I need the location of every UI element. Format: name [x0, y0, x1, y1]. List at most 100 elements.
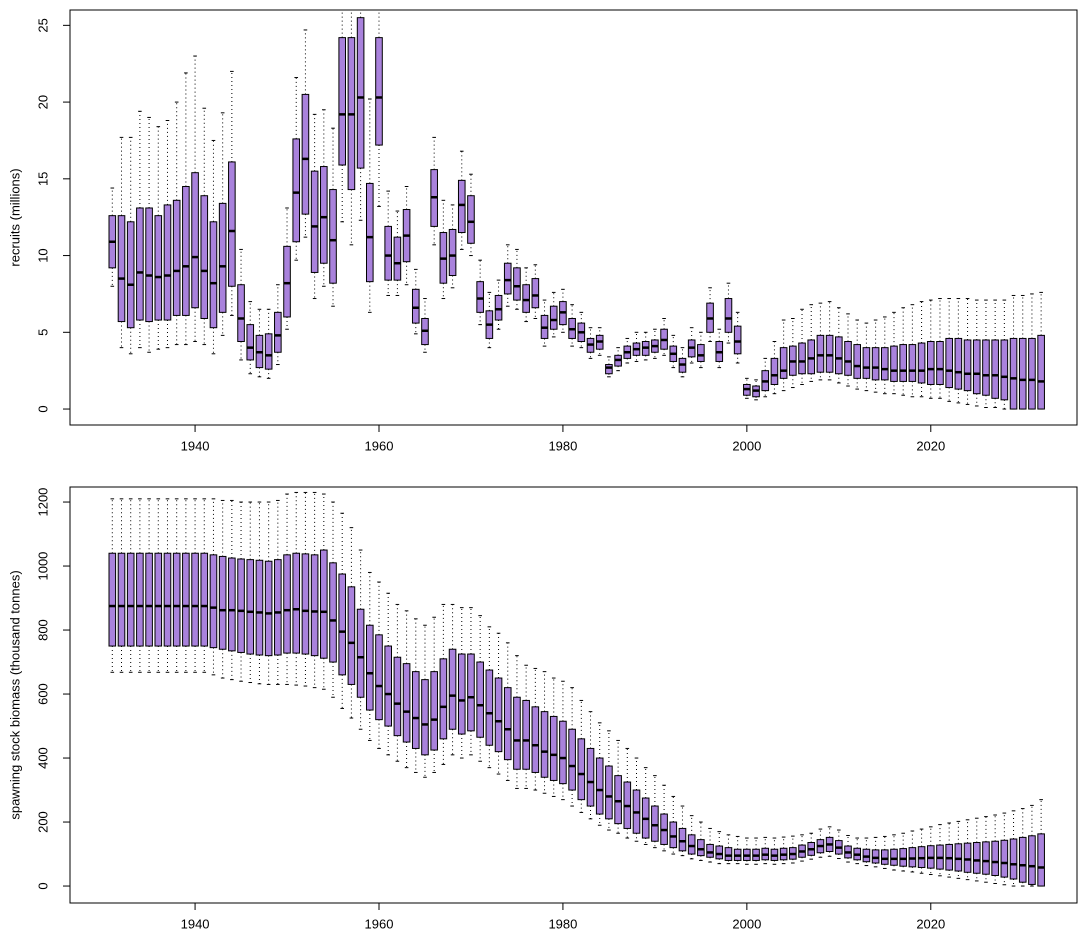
box: [310, 554, 319, 657]
box: [1037, 833, 1045, 887]
box: [614, 775, 622, 825]
box: [421, 679, 429, 756]
box: [356, 17, 365, 169]
plot-area: [108, 491, 1045, 887]
box: [182, 552, 190, 647]
x-tick-label: 1940: [181, 438, 210, 453]
box: [899, 344, 907, 382]
box: [393, 656, 402, 737]
box: [237, 284, 245, 343]
box: [724, 847, 733, 861]
box: [522, 699, 530, 770]
box: [963, 339, 972, 392]
box: [448, 648, 457, 730]
y-tick-label: 15: [35, 172, 50, 186]
box: [375, 37, 383, 146]
box: [126, 221, 135, 329]
box: [540, 711, 549, 778]
box: [163, 552, 172, 647]
box: [209, 221, 218, 329]
box: [1028, 835, 1036, 885]
x-tick-label: 1980: [548, 916, 577, 931]
box: [908, 847, 917, 868]
box: [237, 558, 245, 653]
box: [982, 339, 990, 396]
box: [835, 336, 843, 375]
box: [862, 347, 871, 379]
box: [549, 305, 558, 330]
box: [825, 334, 834, 373]
box: [559, 720, 567, 785]
box: [117, 552, 126, 647]
box: [972, 842, 981, 874]
box: [274, 311, 282, 353]
box: [816, 334, 825, 373]
box: [347, 586, 356, 685]
box: [715, 845, 724, 860]
box: [255, 559, 264, 656]
box: [908, 344, 917, 382]
box: [218, 202, 227, 313]
box: [136, 552, 144, 647]
box: [448, 228, 457, 277]
x-tick-label: 1960: [365, 438, 394, 453]
box: [880, 849, 889, 865]
box: [402, 663, 411, 743]
box: [154, 552, 163, 647]
box: [687, 834, 696, 855]
box: [1028, 337, 1036, 410]
x-tick-label: 2000: [732, 916, 761, 931]
box: [880, 347, 889, 381]
box: [191, 552, 199, 647]
box: [1018, 836, 1027, 883]
box: [228, 161, 236, 287]
box: [586, 747, 595, 807]
box: [844, 341, 852, 376]
x-tick-label: 2020: [916, 438, 945, 453]
box: [218, 555, 227, 650]
box: [503, 262, 512, 295]
box: [467, 195, 475, 244]
y-tick-label: 1200: [35, 488, 50, 517]
x-tick-label: 2000: [732, 438, 761, 453]
box: [329, 189, 337, 284]
box: [117, 215, 126, 323]
box: [320, 166, 328, 264]
box: [154, 215, 163, 321]
box: [568, 728, 576, 791]
box: [172, 199, 181, 316]
box: [549, 715, 558, 781]
box: [1000, 839, 1009, 878]
box: [577, 738, 586, 801]
box: [991, 840, 999, 876]
box: [770, 357, 779, 385]
box: [200, 195, 209, 319]
box: [954, 337, 963, 390]
box: [163, 204, 172, 321]
box: [384, 225, 392, 281]
box: [503, 687, 512, 761]
box: [890, 848, 898, 866]
y-axis-title: spawning stock biomass (thousand tonnes): [7, 570, 22, 819]
box: [697, 344, 705, 362]
box: [917, 342, 926, 384]
box: [963, 842, 972, 873]
plot-frame: [69, 9, 1078, 426]
box: [366, 624, 374, 711]
box: [264, 333, 273, 370]
box: [283, 245, 291, 318]
box: [320, 549, 328, 659]
box: [1009, 838, 1018, 880]
y-tick-label: 0: [35, 882, 50, 889]
box: [513, 267, 521, 301]
box: [457, 653, 466, 735]
y-tick-label: 5: [35, 329, 50, 336]
box: [779, 347, 788, 379]
box: [531, 278, 540, 309]
box: [384, 645, 392, 727]
box: [733, 325, 742, 355]
box: [1018, 337, 1027, 410]
plot-area: [108, 10, 1045, 410]
box: [522, 284, 530, 313]
box: [126, 552, 135, 647]
